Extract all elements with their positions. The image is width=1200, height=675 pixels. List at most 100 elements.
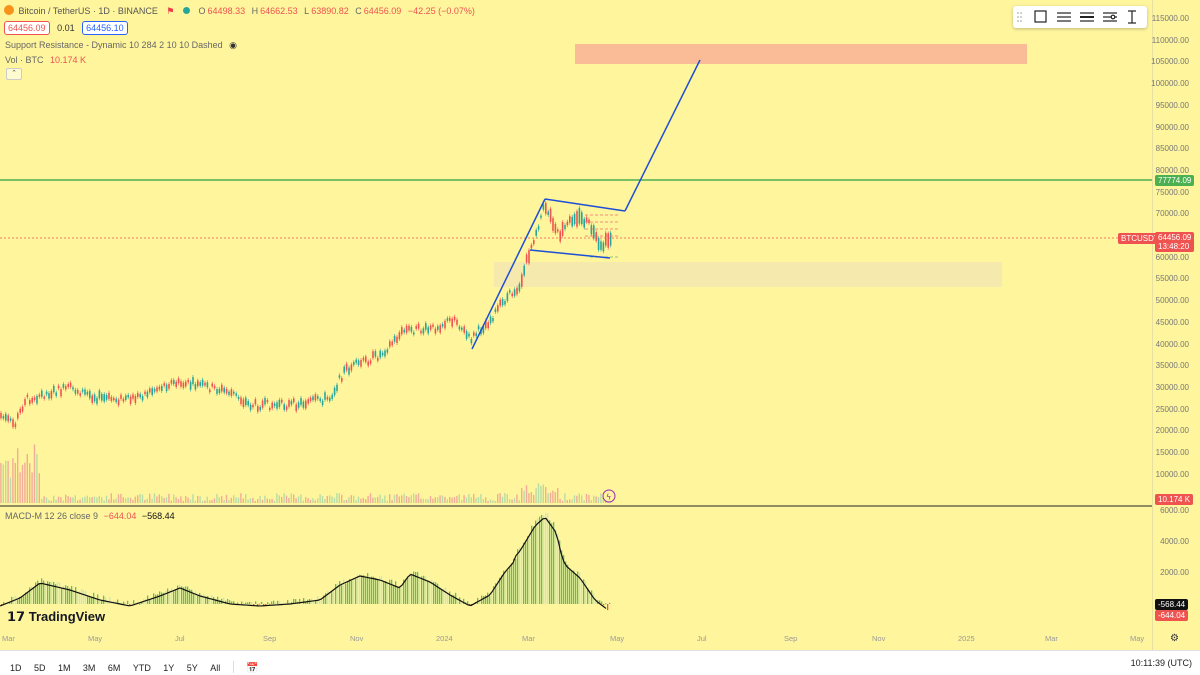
axis-settings-icon[interactable]: ⚙ [1170,633,1179,644]
macd-bar [491,593,493,604]
macd-bar [453,595,455,604]
macd-histogram [1,512,611,611]
indicator-sr-legend[interactable]: Support Resistance - Dynamic 10 284 2 10… [5,40,237,51]
macd-bar [445,587,447,604]
range-5y[interactable]: 5Y [186,663,198,673]
collapse-legend-button[interactable]: ⌃ [6,68,22,80]
candle [69,382,72,388]
range-ytd[interactable]: YTD [132,663,151,673]
candle [309,397,312,402]
candle [261,400,264,408]
candle [218,388,221,393]
target-zone[interactable] [575,44,1027,64]
candle [86,391,89,395]
candle [156,387,158,392]
candle [276,402,278,409]
macd-bar [59,582,61,604]
macd-bar [205,596,207,604]
volume-bar [110,493,112,503]
macd-bar [507,570,509,604]
date-range-icon[interactable]: 📅 [246,663,259,674]
symbol-tag: BTCUSDT [1118,233,1162,244]
candle [518,283,521,292]
volume-bar [451,497,453,503]
bull-flag-drawing[interactable] [471,59,701,350]
range-3m[interactable]: 3M [82,663,96,673]
volume-bar [69,497,72,503]
symbol-title[interactable]: Bitcoin / TetherUS · 1D · BINANCE [18,6,158,16]
macd-bar [367,573,369,604]
macd-bar [349,578,351,604]
macd-bar [161,592,163,604]
price-tick: 40000.00 [1155,339,1189,349]
volume-bar [458,494,460,503]
macd-legend[interactable]: MACD-M 12 26 close 9 −644.04 −568.44 [5,511,175,521]
candle [350,364,353,371]
candle [108,392,110,399]
volume-bar [348,497,350,503]
line-width-tool-icon[interactable] [1080,12,1094,22]
macd-bar [65,585,67,604]
range-all[interactable]: All [210,663,221,673]
time-axis[interactable]: Mar May Jul Sep Nov 2024 Mar May Jul Sep Nov 2025 Ma… [0,630,1152,648]
volume-bar [48,499,50,503]
volume-bar [283,493,285,503]
candle [26,394,29,398]
candle [237,396,240,400]
macd-bar [347,581,349,604]
settings-tool-icon[interactable] [1103,12,1117,22]
price-axis[interactable] [1152,0,1200,650]
time-tick: Jul [697,634,707,643]
volume-bar [561,500,564,503]
macd-tick-4000: 4000.00 [1160,537,1189,546]
line-style-tool-icon[interactable] [1057,12,1071,22]
volume-bar [590,499,592,503]
candle [511,293,513,297]
macd-bar [85,591,87,604]
range-6m[interactable]: 6M [107,663,121,673]
volume-bar [513,498,516,503]
volume-bar [98,495,100,503]
volume-bar [413,493,415,503]
macd-bar [441,589,443,604]
candle [420,330,422,334]
eye-hidden-icon[interactable]: ◉ [229,40,238,50]
volume-bar [355,500,357,503]
range-1d[interactable]: 1D [10,663,22,673]
volume-bar [62,500,64,503]
volume-bar [235,497,237,503]
candle [341,378,343,382]
bid-price[interactable]: 64456.09 [4,21,50,35]
ask-price[interactable]: 64456.10 [82,21,128,35]
candle [173,380,175,385]
clock[interactable]: 10:11:39 (UTC) [1130,658,1192,668]
macd-bar [585,581,587,604]
macd-bar [463,598,465,604]
range-1y[interactable]: 1Y [163,663,175,673]
volume-bar [290,493,292,503]
chart-canvas[interactable]: ϟ [0,0,1152,650]
macd-bar [357,574,359,604]
flag-icon[interactable]: ⚑ [166,6,175,16]
candle [29,400,31,405]
tradingview-logo[interactable]: 𝟭𝟳 TradingView [7,609,105,625]
range-1m[interactable]: 1M [57,663,71,673]
support-zone[interactable] [494,262,1002,287]
candle [372,351,374,359]
volume-bar [432,498,434,503]
text-tool-icon[interactable] [1128,10,1136,24]
drag-handle-icon[interactable] [1017,12,1022,22]
volume-legend[interactable]: Vol · BTC 10.174 K [5,55,86,65]
range-5d[interactable]: 5D [33,663,46,673]
candle [432,324,434,327]
candle [437,326,439,330]
volume-bar [103,500,105,503]
lightning-icon[interactable]: ϟ [602,489,616,503]
macd-bar [287,600,289,604]
rectangle-tool-icon[interactable] [1034,10,1047,23]
volume-bar [372,497,374,503]
macd-bar [165,590,167,604]
volume-bar [595,496,597,503]
volume-bar [422,498,424,503]
price-tick: 70000.00 [1155,209,1189,219]
